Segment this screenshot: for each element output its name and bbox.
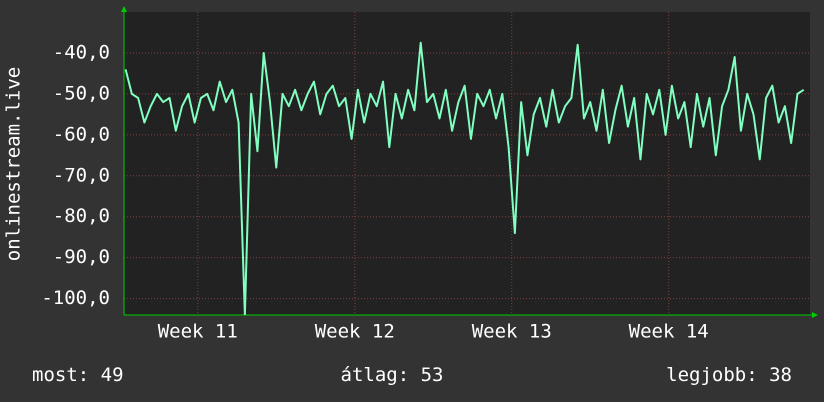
y-axis-label: onlinestream.live (3, 67, 25, 261)
y-tick-label: -70,0 (53, 164, 110, 186)
stat-label: legjobb: (666, 364, 758, 386)
stat-value: 53 (421, 364, 444, 386)
y-tick-label: -40,0 (53, 41, 110, 63)
axis-arrow (812, 312, 818, 318)
stat-label: most: (32, 364, 89, 386)
stat: most: 49 (32, 364, 124, 386)
y-tick-label: -50,0 (53, 82, 110, 104)
stat-value: 38 (769, 364, 792, 386)
x-tick-label: Week 13 (472, 321, 552, 343)
stat-label: átlag: (341, 364, 410, 386)
stat: legjobb: 38 (666, 364, 792, 386)
stat-value: 49 (101, 364, 124, 386)
x-tick-label: Week 11 (158, 321, 238, 343)
y-tick-label: -100,0 (41, 287, 110, 309)
plot-area (124, 12, 810, 315)
y-tick-label: -90,0 (53, 246, 110, 268)
y-tick-label: -60,0 (53, 123, 110, 145)
stat: átlag: 53 (341, 364, 444, 386)
x-tick-label: Week 12 (315, 321, 395, 343)
y-tick-label: -80,0 (53, 205, 110, 227)
data-line (124, 41, 805, 315)
x-tick-label: Week 14 (629, 321, 709, 343)
